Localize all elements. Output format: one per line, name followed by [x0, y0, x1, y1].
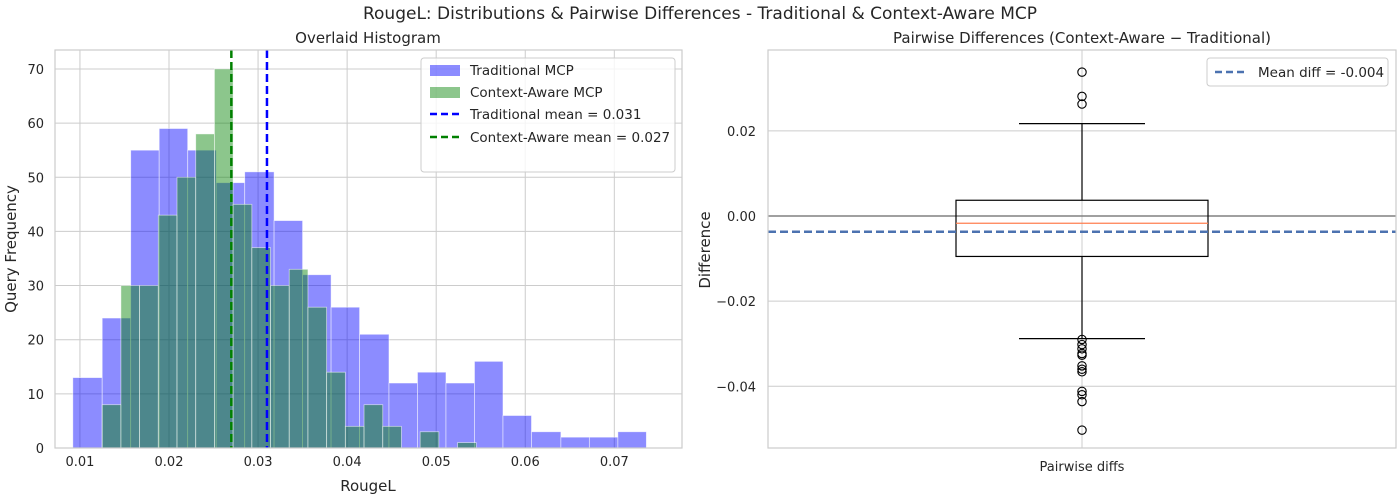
- outlier-point: [1077, 361, 1087, 371]
- boxplot-title: Pairwise Differences (Context-Aware − Tr…: [893, 29, 1271, 47]
- boxplot-category-label: Pairwise diffs: [1040, 460, 1125, 475]
- outlier-point: [1077, 367, 1087, 377]
- histogram-y-tick-label: 40: [27, 225, 44, 240]
- histogram-bar-traditional: [388, 382, 418, 449]
- histogram-bar-traditional: [445, 382, 475, 449]
- histogram-y-tick-label: 20: [27, 334, 44, 349]
- outlier-point: [1077, 91, 1087, 102]
- histogram-mean-lines: [230, 50, 269, 448]
- histogram-x-ticks: 0.01 0.02 0.03 0.04 0.05 0.06 0.07: [65, 455, 628, 470]
- legend-label-context-aware: Context-Aware MCP: [470, 85, 603, 101]
- histogram-plot-frame: [54, 49, 683, 449]
- interquartile-box: [955, 199, 1209, 258]
- histogram-bar-traditional: [359, 333, 390, 449]
- histogram-bar-context-aware: [139, 285, 159, 449]
- histogram-bar-traditional: [617, 431, 647, 449]
- histogram-y-tick-label: 60: [27, 117, 44, 132]
- histogram-y-axis-label: Query Frequency: [2, 185, 20, 313]
- histogram-bar-context-aware: [232, 203, 253, 449]
- outlier-point: [1077, 390, 1087, 400]
- histogram-x-tick-label: 0.01: [65, 455, 94, 470]
- histogram-x-axis-label: RougeL: [340, 477, 396, 495]
- histogram-bar-traditional: [502, 415, 532, 449]
- histogram-bar-traditional: [130, 149, 160, 449]
- histogram-bar-context-aware: [176, 176, 197, 449]
- histogram-panel: Overlaid Histogram 0.01 0.02 0.03 0.04 0.05 0…: [2, 29, 683, 495]
- histogram-legend-frame: [420, 57, 676, 173]
- histogram-x-tick-label: 0.06: [511, 455, 540, 470]
- histogram-bar-context-aware: [419, 431, 440, 449]
- histogram-y-tick-label: 30: [27, 280, 44, 295]
- boxplot-y-ticks: −0.04 −0.02 0.00 0.02: [716, 125, 756, 395]
- boxplot-y-tick-label: −0.02: [716, 295, 756, 310]
- figure-suptitle: RougeL: Distributions & Pairwise Differe…: [363, 4, 1037, 24]
- histogram-bar-context-aware: [344, 425, 365, 449]
- boxplot-y-tick-label: −0.04: [716, 380, 756, 395]
- outlier-point: [1077, 364, 1087, 375]
- outlier-point: [1077, 67, 1087, 77]
- histogram-bar-context-aware: [120, 285, 141, 449]
- histogram-bars: [72, 68, 647, 449]
- histogram-bar-traditional: [158, 128, 189, 449]
- outlier-point: [1077, 334, 1087, 345]
- histogram-bar-context-aware: [457, 442, 477, 449]
- histogram-bar-traditional: [417, 371, 447, 449]
- histogram-bar-context-aware: [363, 404, 384, 449]
- outlier-point: [1077, 425, 1087, 435]
- legend-swatch-traditional: [430, 65, 460, 76]
- histogram-bar-traditional: [560, 436, 590, 449]
- boxplot-plot-frame: [767, 49, 1397, 449]
- histogram-x-tick-label: 0.03: [244, 455, 273, 470]
- histogram-title: Overlaid Histogram: [295, 29, 441, 47]
- boxplot-y-tick-label: 0.02: [727, 125, 756, 140]
- legend-label-context-aware-mean: Context-Aware mean = 0.027: [470, 130, 670, 146]
- boxplot-y-tick-label: 0.00: [727, 210, 756, 225]
- histogram-y-tick-label: 70: [27, 63, 44, 78]
- histogram-y-tick-label: 10: [27, 388, 44, 403]
- histogram-bar-context-aware: [307, 306, 328, 449]
- legend-label-traditional-mean: Traditional mean = 0.031: [469, 107, 641, 123]
- histogram-y-tick-label: 0: [36, 442, 44, 457]
- legend-label-mean-diff: Mean diff = -0.004: [1258, 65, 1384, 81]
- boxplot-body: [768, 67, 1396, 435]
- outlier-point: [1077, 344, 1087, 354]
- histogram-y-tick-label: 50: [27, 171, 44, 186]
- histogram-bar-context-aware: [157, 214, 178, 449]
- histogram-bar-traditional: [273, 220, 303, 449]
- boxplot-legend: Mean diff = -0.004: [1206, 57, 1389, 87]
- histogram-bar-context-aware: [101, 404, 122, 449]
- boxplot-y-axis-label: Difference: [696, 211, 714, 288]
- outlier-point: [1077, 396, 1087, 407]
- histogram-x-tick-label: 0.07: [600, 455, 629, 470]
- outlier-point: [1077, 386, 1087, 397]
- legend-swatch-context-aware: [430, 87, 460, 98]
- histogram-x-tick-label: 0.02: [155, 455, 184, 470]
- histogram-bar-context-aware: [288, 268, 309, 449]
- histogram-y-ticks: 0 10 20 30 40 50 60 70: [27, 63, 44, 457]
- histogram-bar-traditional: [474, 360, 504, 449]
- histogram-bar-traditional: [588, 436, 619, 449]
- histogram-bar-traditional: [72, 377, 103, 449]
- outlier-point: [1077, 99, 1087, 109]
- legend-label-traditional: Traditional MCP: [469, 63, 574, 79]
- outlier-point: [1077, 350, 1087, 360]
- histogram-bar-context-aware: [270, 285, 290, 449]
- histogram-bar-context-aware: [195, 133, 215, 449]
- boxplot-legend-frame: [1206, 57, 1389, 87]
- histogram-bar-traditional: [244, 171, 275, 449]
- boxplot-gridlines: [768, 50, 1396, 448]
- histogram-bar-traditional: [531, 431, 562, 449]
- histogram-x-tick-label: 0.04: [333, 455, 362, 470]
- boxplot-panel: Pairwise Differences (Context-Aware − Tr…: [696, 29, 1397, 475]
- histogram-legend: Traditional MCP Context-Aware MCP Tradit…: [420, 57, 676, 173]
- histogram-bar-context-aware: [382, 425, 402, 449]
- histogram-bar-context-aware: [326, 371, 346, 449]
- histogram-x-tick-label: 0.05: [422, 455, 451, 470]
